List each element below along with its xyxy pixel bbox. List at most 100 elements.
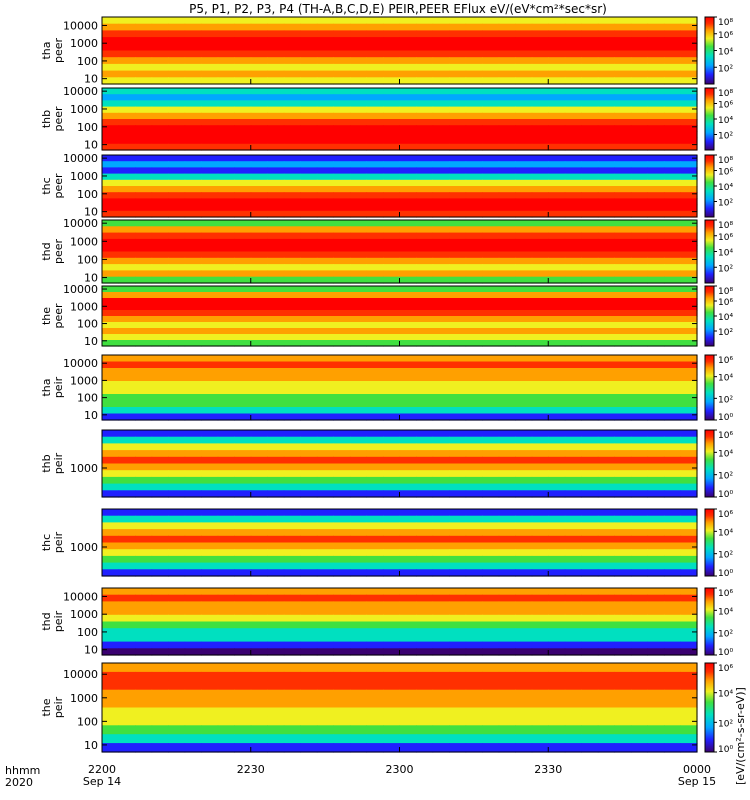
heatmap-cell [581, 198, 599, 206]
heatmap-cell [366, 17, 384, 25]
heatmap-cell [449, 245, 467, 253]
heatmap-cell [118, 716, 136, 726]
heatmap-cell [432, 680, 450, 691]
heatmap-cell [647, 601, 665, 609]
heatmap-cell [680, 562, 698, 570]
heatmap-cell [382, 381, 401, 389]
heatmap-cell [432, 725, 450, 735]
heatmap-cell [250, 569, 268, 577]
heatmap-cell [300, 88, 318, 95]
heatmap-cell [449, 413, 467, 421]
heatmap-cell [597, 50, 615, 58]
heatmap-cell [283, 671, 301, 682]
heatmap-cell [217, 186, 235, 193]
heatmap-cell [432, 535, 450, 544]
heatmap-cell [382, 334, 401, 341]
heatmap-cell [118, 456, 136, 465]
heatmap-cell [283, 270, 301, 278]
heatmap-cell [680, 614, 698, 623]
heatmap-cell [217, 204, 235, 212]
heatmap-cell [283, 734, 301, 744]
heatmap-cell [283, 131, 301, 139]
heatmap-cell [630, 30, 649, 38]
heatmap-cell [300, 634, 318, 643]
heatmap-cell [647, 63, 665, 72]
heatmap-cell [680, 304, 698, 311]
heatmap-cell [217, 88, 235, 95]
heatmap-cell [316, 322, 334, 329]
heatmap-cell [663, 23, 682, 31]
heatmap-cell [250, 476, 268, 485]
heatmap-cell [548, 734, 566, 744]
heatmap-cell [382, 614, 401, 623]
heatmap-cell [449, 77, 467, 85]
heatmap-cell [118, 450, 136, 458]
heatmap-cell [663, 137, 682, 145]
heatmap-cell [531, 88, 549, 95]
heatmap-cell [498, 549, 516, 557]
heatmap-cell [581, 483, 599, 491]
heatmap-cell [102, 23, 120, 31]
heatmap-cell [680, 161, 698, 168]
heatmap-cell [498, 125, 516, 132]
heatmap-cell [531, 463, 549, 471]
heatmap-cell [663, 361, 682, 369]
heatmap-cell [531, 628, 549, 636]
y-tick-label: 1000 [70, 374, 98, 387]
heatmap-cell [399, 198, 417, 206]
y-tick-label: 1000 [70, 462, 98, 475]
heatmap-cell [300, 671, 318, 682]
heatmap-cell [333, 57, 351, 65]
heatmap-cell [663, 430, 682, 438]
heatmap-cell [300, 270, 318, 278]
heatmap-cell [680, 663, 698, 673]
heatmap-cell [118, 251, 136, 259]
heatmap-cell [564, 310, 582, 317]
heatmap-cell [366, 155, 384, 162]
spectrogram-image [102, 509, 698, 577]
heatmap-cell [399, 470, 417, 478]
heatmap-cell [366, 70, 384, 78]
heatmap-cell [449, 310, 467, 317]
heatmap-cell [531, 155, 549, 162]
heatmap-cell [531, 529, 549, 537]
heatmap-cell [184, 316, 202, 323]
heatmap-cell [151, 37, 169, 45]
heatmap-cell [515, 394, 533, 402]
heatmap-cell [316, 131, 334, 139]
heatmap-cell [118, 328, 136, 335]
heatmap-cell [267, 628, 285, 636]
heatmap-cell [531, 663, 549, 673]
heatmap-cell [465, 264, 483, 271]
heatmap-cell [564, 286, 582, 293]
heatmap-cell [465, 77, 483, 85]
heatmap-cell [300, 204, 318, 212]
heatmap-cell [531, 245, 549, 253]
heatmap-cell [366, 588, 384, 596]
heatmap-cell [118, 443, 136, 451]
heatmap-cell [515, 588, 533, 596]
heatmap-cell [300, 515, 318, 523]
heatmap-cell [184, 680, 202, 691]
heatmap-cell [465, 725, 483, 735]
heatmap-cell [614, 238, 632, 246]
heatmap-cell [118, 707, 136, 717]
heatmap-cell [234, 621, 252, 629]
heatmap-cell [432, 671, 450, 682]
heatmap-cell [250, 707, 268, 717]
heatmap-cell [184, 23, 202, 31]
heatmap-cell [647, 226, 665, 234]
heatmap-cell [432, 94, 450, 101]
heatmap-cell [234, 663, 252, 673]
heatmap-cell [300, 680, 318, 691]
heatmap-cell [465, 17, 483, 25]
heatmap-cell [614, 251, 632, 259]
heatmap-cell [465, 522, 483, 530]
heatmap-cell [515, 316, 533, 323]
heatmap-cell [267, 77, 285, 85]
heatmap-cell [597, 316, 615, 323]
heatmap-cell [680, 238, 698, 246]
heatmap-cell [135, 50, 153, 58]
heatmap-cell [300, 614, 318, 623]
heatmap-cell [548, 316, 566, 323]
